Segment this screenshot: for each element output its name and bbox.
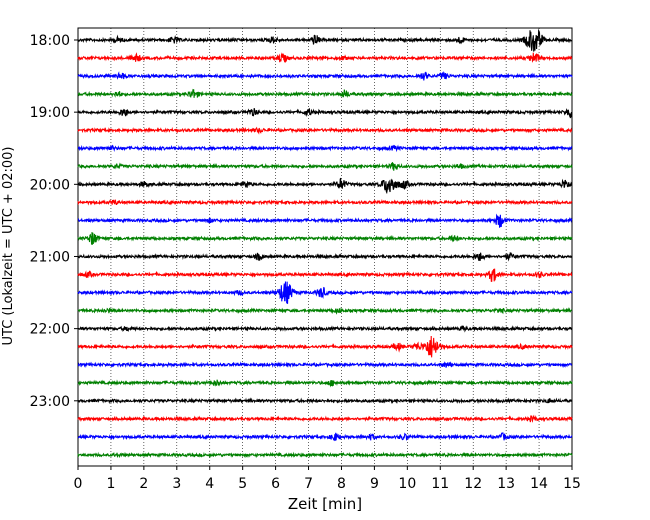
x-tick-label: 12: [464, 476, 482, 492]
x-axis-label: Zeit [min]: [288, 495, 362, 513]
y-tick-label: 22:00: [30, 322, 70, 338]
y-tick-label: 23:00: [30, 394, 70, 410]
trace-line: [77, 107, 573, 119]
trace-line: [77, 451, 573, 459]
trace-line: [77, 281, 573, 304]
traces: [77, 28, 573, 459]
y-axis-label: UTC (Lokalzeit = UTC + 02:00): [1, 147, 16, 346]
trace-line: [77, 361, 573, 369]
x-tick-label: 4: [205, 476, 214, 492]
x-tick-label: 10: [398, 476, 416, 492]
x-axis-ticks: 0 1 2 3 4 5 6 7 8 9 10 11 12 13 14 15: [74, 466, 581, 492]
trace-line: [77, 335, 573, 358]
y-tick-label: 18:00: [30, 33, 70, 49]
trace-line: [77, 268, 573, 282]
y-tick-label: 20:00: [30, 177, 70, 193]
x-tick-label: 9: [370, 476, 379, 492]
trace-line: [77, 431, 573, 442]
x-tick-label: 11: [431, 476, 449, 492]
x-tick-label: 0: [74, 476, 83, 492]
trace-line: [77, 213, 573, 229]
x-tick-label: 7: [304, 476, 313, 492]
trace-line: [77, 252, 573, 262]
x-tick-label: 3: [172, 476, 181, 492]
x-tick-label: 2: [139, 476, 148, 492]
x-tick-label: 15: [563, 476, 581, 492]
x-tick-label: 1: [106, 476, 115, 492]
y-tick-label: 21:00: [30, 249, 70, 265]
x-tick-label: 6: [271, 476, 280, 492]
trace-line: [77, 70, 573, 81]
trace-line: [77, 198, 573, 206]
trace-line: [77, 397, 573, 405]
trace-line: [77, 414, 573, 423]
x-tick-label: 8: [337, 476, 346, 492]
trace-line: [77, 307, 573, 315]
trace-line: [77, 379, 573, 388]
trace-line: [77, 162, 573, 171]
trace-line: [77, 325, 573, 333]
y-axis-ticks: 18:00 19:00 20:00 21:00 22:00 23:00: [30, 33, 78, 410]
grid: [110, 28, 540, 466]
y-tick-label: 19:00: [30, 105, 70, 121]
trace-line: [77, 126, 573, 135]
x-tick-label: 5: [238, 476, 247, 492]
trace-line: [77, 28, 573, 52]
x-tick-label: 13: [497, 476, 515, 492]
trace-line: [77, 177, 573, 195]
x-tick-label: 14: [530, 476, 548, 492]
trace-line: [77, 144, 573, 153]
plot-frame: [77, 27, 573, 467]
trace-line: [77, 232, 573, 245]
trace-line: [77, 52, 573, 63]
trace-line: [77, 88, 573, 99]
